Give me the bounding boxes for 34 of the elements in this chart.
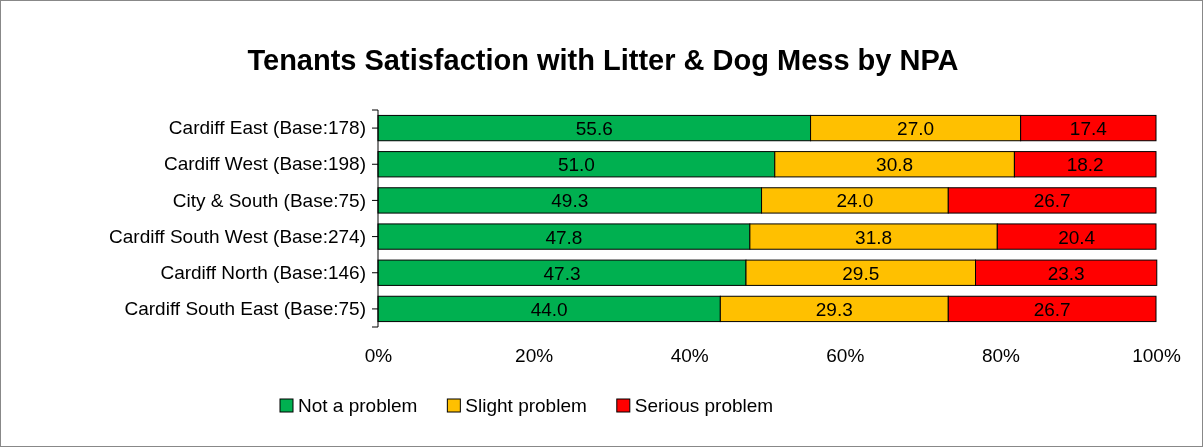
- y-tick-label: Cardiff South East (Base:75): [124, 298, 366, 319]
- data-label: 18.2: [1066, 154, 1104, 176]
- data-label: 47.8: [545, 226, 583, 248]
- y-tick-label: Cardiff East (Base:178): [168, 117, 366, 139]
- data-label: 31.8: [855, 226, 893, 248]
- data-label: 55.6: [575, 118, 613, 140]
- data-label: 26.7: [1033, 190, 1071, 212]
- legend-label: Slight problem: [465, 395, 587, 416]
- data-label: 20.4: [1058, 226, 1096, 248]
- legend-label: Not a problem: [298, 395, 418, 416]
- data-label: 24.0: [836, 190, 874, 212]
- y-tick-label: Cardiff North (Base:146): [160, 261, 366, 283]
- x-tick-label: 0%: [364, 345, 393, 367]
- y-tick-label: Cardiff West (Base:198): [163, 153, 366, 175]
- x-tick-label: 20%: [515, 345, 554, 367]
- y-tick-label: Cardiff South West (Base:274): [109, 225, 366, 247]
- data-label: 30.8: [876, 154, 914, 176]
- data-label: 29.3: [815, 298, 853, 320]
- data-label: 47.3: [543, 262, 581, 284]
- x-tick-label: 40%: [670, 345, 709, 367]
- data-label: 23.3: [1047, 262, 1085, 284]
- y-tick-label: City & South (Base:75): [172, 189, 366, 211]
- x-tick-label: 100%: [1132, 345, 1181, 367]
- legend-label: Serious problem: [634, 395, 774, 416]
- data-label: 49.3: [551, 190, 589, 212]
- data-label: 44.0: [530, 298, 568, 320]
- x-tick-label: 60%: [826, 345, 865, 367]
- data-label: 27.0: [897, 118, 935, 140]
- data-label: 26.7: [1033, 298, 1071, 320]
- data-label: 51.0: [557, 154, 595, 176]
- data-label: 29.5: [842, 262, 880, 284]
- chart-title: Tenants Satisfaction with Litter & Dog Mess by NPA: [247, 44, 959, 76]
- data-label: 17.4: [1069, 118, 1108, 140]
- x-tick-label: 80%: [981, 345, 1021, 367]
